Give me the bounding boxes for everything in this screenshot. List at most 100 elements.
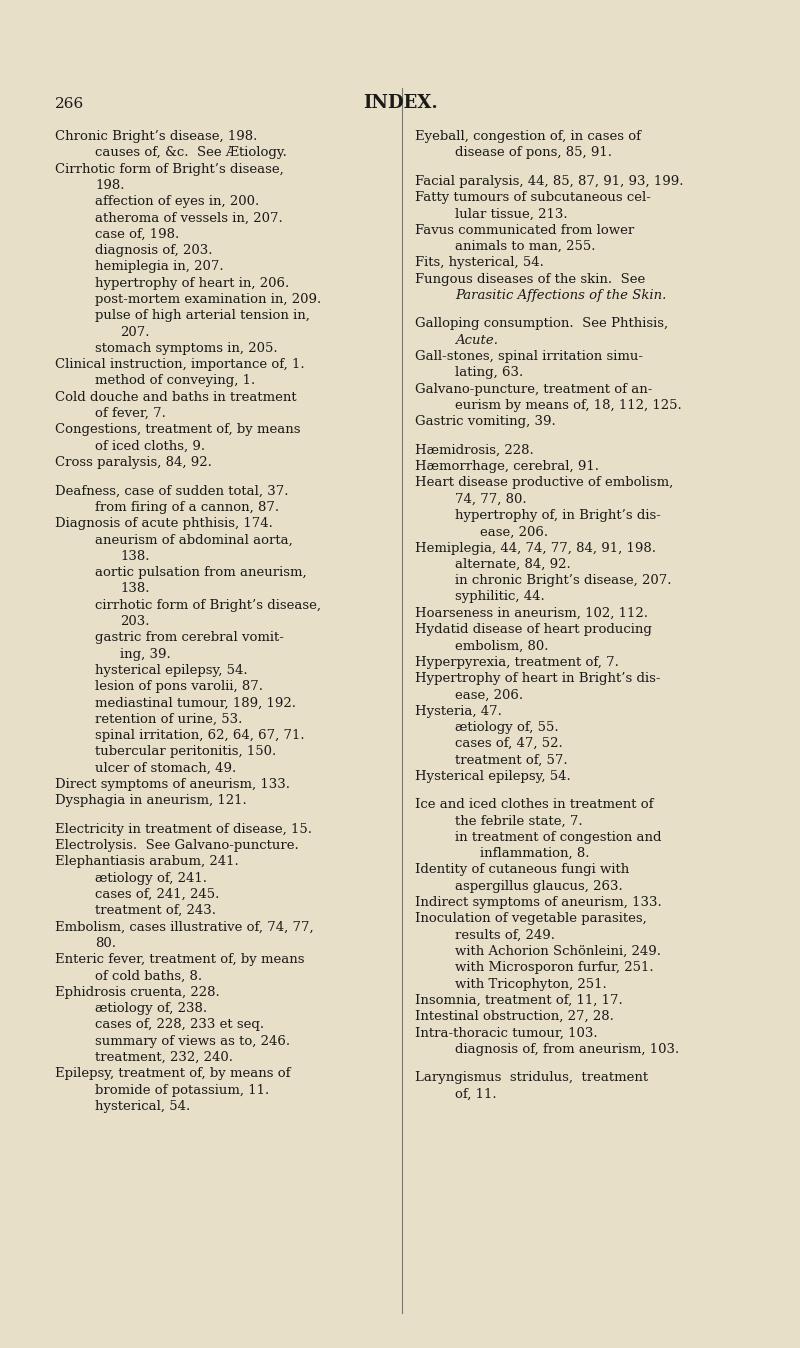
Text: Hydatid disease of heart producing: Hydatid disease of heart producing bbox=[415, 623, 652, 636]
Text: spinal irritation, 62, 64, 67, 71.: spinal irritation, 62, 64, 67, 71. bbox=[95, 729, 305, 741]
Text: alternate, 84, 92.: alternate, 84, 92. bbox=[455, 558, 570, 570]
Text: Fungous diseases of the skin.  See: Fungous diseases of the skin. See bbox=[415, 272, 646, 286]
Text: ease, 206.: ease, 206. bbox=[455, 689, 523, 701]
Text: Insomnia, treatment of, 11, 17.: Insomnia, treatment of, 11, 17. bbox=[415, 993, 622, 1007]
Text: Fits, hysterical, 54.: Fits, hysterical, 54. bbox=[415, 256, 544, 270]
Text: Deafness, case of sudden total, 37.: Deafness, case of sudden total, 37. bbox=[55, 484, 289, 497]
Text: Inoculation of vegetable parasites,: Inoculation of vegetable parasites, bbox=[415, 913, 646, 925]
Text: 207.: 207. bbox=[120, 326, 150, 338]
Text: Laryngismus  stridulus,  treatment: Laryngismus stridulus, treatment bbox=[415, 1072, 648, 1084]
Text: bromide of potassium, 11.: bromide of potassium, 11. bbox=[95, 1084, 270, 1096]
Text: lesion of pons varolii, 87.: lesion of pons varolii, 87. bbox=[95, 681, 263, 693]
Text: Elephantiasis arabum, 241.: Elephantiasis arabum, 241. bbox=[55, 856, 238, 868]
Text: pulse of high arterial tension in,: pulse of high arterial tension in, bbox=[95, 309, 310, 322]
Text: of fever, 7.: of fever, 7. bbox=[95, 407, 166, 421]
Text: disease of pons, 85, 91.: disease of pons, 85, 91. bbox=[455, 147, 612, 159]
Text: in chronic Bright’s disease, 207.: in chronic Bright’s disease, 207. bbox=[455, 574, 671, 588]
Text: of iced cloths, 9.: of iced cloths, 9. bbox=[95, 439, 205, 453]
Text: treatment of, 57.: treatment of, 57. bbox=[455, 754, 568, 767]
Text: Eyeball, congestion of, in cases of: Eyeball, congestion of, in cases of bbox=[415, 129, 641, 143]
Text: results of, 249.: results of, 249. bbox=[455, 929, 555, 942]
Text: Electrolysis.  See Galvano-puncture.: Electrolysis. See Galvano-puncture. bbox=[55, 838, 298, 852]
Text: Cirrhotic form of Bright’s disease,: Cirrhotic form of Bright’s disease, bbox=[55, 163, 284, 175]
Text: gastric from cerebral vomit-: gastric from cerebral vomit- bbox=[95, 631, 284, 644]
Text: ætiology of, 55.: ætiology of, 55. bbox=[455, 721, 558, 733]
Text: with Tricophyton, 251.: with Tricophyton, 251. bbox=[455, 977, 606, 991]
Text: Epilepsy, treatment of, by means of: Epilepsy, treatment of, by means of bbox=[55, 1068, 290, 1080]
Text: treatment, 232, 240.: treatment, 232, 240. bbox=[95, 1051, 233, 1064]
Text: aspergillus glaucus, 263.: aspergillus glaucus, 263. bbox=[455, 880, 622, 892]
Text: Intestinal obstruction, 27, 28.: Intestinal obstruction, 27, 28. bbox=[415, 1010, 614, 1023]
Text: lating, 63.: lating, 63. bbox=[455, 367, 523, 379]
Text: Direct symptoms of aneurism, 133.: Direct symptoms of aneurism, 133. bbox=[55, 778, 290, 791]
Text: diagnosis of, from aneurism, 103.: diagnosis of, from aneurism, 103. bbox=[455, 1043, 679, 1055]
Text: summary of views as to, 246.: summary of views as to, 246. bbox=[95, 1035, 290, 1047]
Text: diagnosis of, 203.: diagnosis of, 203. bbox=[95, 244, 213, 257]
Text: 138.: 138. bbox=[120, 582, 150, 596]
Text: 74, 77, 80.: 74, 77, 80. bbox=[455, 492, 526, 506]
Text: lular tissue, 213.: lular tissue, 213. bbox=[455, 208, 568, 221]
Text: cases of, 47, 52.: cases of, 47, 52. bbox=[455, 737, 562, 751]
Text: Hæmorrhage, cerebral, 91.: Hæmorrhage, cerebral, 91. bbox=[415, 460, 599, 473]
Text: Hoarseness in aneurism, 102, 112.: Hoarseness in aneurism, 102, 112. bbox=[415, 607, 648, 620]
Text: Diagnosis of acute phthisis, 174.: Diagnosis of acute phthisis, 174. bbox=[55, 518, 273, 530]
Text: ulcer of stomach, 49.: ulcer of stomach, 49. bbox=[95, 762, 236, 775]
Text: aortic pulsation from aneurism,: aortic pulsation from aneurism, bbox=[95, 566, 306, 580]
Text: hysterical epilepsy, 54.: hysterical epilepsy, 54. bbox=[95, 663, 248, 677]
Text: inflammation, 8.: inflammation, 8. bbox=[480, 847, 590, 860]
Text: Fatty tumours of subcutaneous cel-: Fatty tumours of subcutaneous cel- bbox=[415, 191, 651, 204]
Text: Galloping consumption.  See Phthisis,: Galloping consumption. See Phthisis, bbox=[415, 317, 668, 330]
Text: Hæmidrosis, 228.: Hæmidrosis, 228. bbox=[415, 443, 534, 457]
Text: from firing of a cannon, 87.: from firing of a cannon, 87. bbox=[95, 501, 279, 514]
Text: aneurism of abdominal aorta,: aneurism of abdominal aorta, bbox=[95, 534, 293, 546]
Text: Facial paralysis, 44, 85, 87, 91, 93, 199.: Facial paralysis, 44, 85, 87, 91, 93, 19… bbox=[415, 175, 683, 187]
Text: Gall-stones, spinal irritation simu-: Gall-stones, spinal irritation simu- bbox=[415, 350, 643, 363]
Text: cirrhotic form of Bright’s disease,: cirrhotic form of Bright’s disease, bbox=[95, 599, 321, 612]
Text: of cold baths, 8.: of cold baths, 8. bbox=[95, 969, 202, 983]
Text: Indirect symptoms of aneurism, 133.: Indirect symptoms of aneurism, 133. bbox=[415, 896, 662, 909]
Text: 266: 266 bbox=[55, 97, 84, 111]
Text: hypertrophy of heart in, 206.: hypertrophy of heart in, 206. bbox=[95, 276, 290, 290]
Text: syphilitic, 44.: syphilitic, 44. bbox=[455, 590, 545, 604]
Text: Cross paralysis, 84, 92.: Cross paralysis, 84, 92. bbox=[55, 456, 212, 469]
Text: Hyperpyrexia, treatment of, 7.: Hyperpyrexia, treatment of, 7. bbox=[415, 655, 619, 669]
Text: Clinical instruction, importance of, 1.: Clinical instruction, importance of, 1. bbox=[55, 359, 305, 371]
Text: Electricity in treatment of disease, 15.: Electricity in treatment of disease, 15. bbox=[55, 822, 312, 836]
Text: Cold douche and baths in treatment: Cold douche and baths in treatment bbox=[55, 391, 297, 404]
Text: hysterical, 54.: hysterical, 54. bbox=[95, 1100, 190, 1113]
Text: hemiplegia in, 207.: hemiplegia in, 207. bbox=[95, 260, 224, 274]
Text: Congestions, treatment of, by means: Congestions, treatment of, by means bbox=[55, 423, 301, 437]
Text: in treatment of congestion and: in treatment of congestion and bbox=[455, 830, 662, 844]
Text: Parasitic Affections of the Skin.: Parasitic Affections of the Skin. bbox=[455, 288, 666, 302]
Text: cases of, 228, 233 et seq.: cases of, 228, 233 et seq. bbox=[95, 1018, 264, 1031]
Text: Favus communicated from lower: Favus communicated from lower bbox=[415, 224, 634, 237]
Text: stomach symptoms in, 205.: stomach symptoms in, 205. bbox=[95, 342, 278, 355]
Text: ing, 39.: ing, 39. bbox=[120, 647, 170, 661]
Text: 198.: 198. bbox=[95, 179, 125, 191]
Text: Ice and iced clothes in treatment of: Ice and iced clothes in treatment of bbox=[415, 798, 654, 811]
Text: Hypertrophy of heart in Bright’s dis-: Hypertrophy of heart in Bright’s dis- bbox=[415, 671, 661, 685]
Text: cases of, 241, 245.: cases of, 241, 245. bbox=[95, 888, 219, 900]
Text: Heart disease productive of embolism,: Heart disease productive of embolism, bbox=[415, 476, 674, 489]
Text: Galvano-puncture, treatment of an-: Galvano-puncture, treatment of an- bbox=[415, 383, 652, 396]
Text: Gastric vomiting, 39.: Gastric vomiting, 39. bbox=[415, 415, 556, 429]
Text: atheroma of vessels in, 207.: atheroma of vessels in, 207. bbox=[95, 212, 282, 225]
Text: post-mortem examination in, 209.: post-mortem examination in, 209. bbox=[95, 293, 322, 306]
Text: with Achorion Schönleini, 249.: with Achorion Schönleini, 249. bbox=[455, 945, 661, 958]
Text: Hysteria, 47.: Hysteria, 47. bbox=[415, 705, 502, 717]
Text: ætiology of, 241.: ætiology of, 241. bbox=[95, 872, 207, 884]
Text: Chronic Bright’s disease, 198.: Chronic Bright’s disease, 198. bbox=[55, 129, 258, 143]
Text: Enteric fever, treatment of, by means: Enteric fever, treatment of, by means bbox=[55, 953, 305, 967]
Text: treatment of, 243.: treatment of, 243. bbox=[95, 905, 216, 917]
Text: Dysphagia in aneurism, 121.: Dysphagia in aneurism, 121. bbox=[55, 794, 246, 807]
Text: causes of, &c.  See Ætiology.: causes of, &c. See Ætiology. bbox=[95, 147, 287, 159]
Text: Intra-thoracic tumour, 103.: Intra-thoracic tumour, 103. bbox=[415, 1026, 598, 1039]
Text: case of, 198.: case of, 198. bbox=[95, 228, 179, 241]
Text: eurism by means of, 18, 112, 125.: eurism by means of, 18, 112, 125. bbox=[455, 399, 682, 412]
Text: embolism, 80.: embolism, 80. bbox=[455, 639, 549, 652]
Text: Hysterical epilepsy, 54.: Hysterical epilepsy, 54. bbox=[415, 770, 570, 783]
Text: Hemiplegia, 44, 74, 77, 84, 91, 198.: Hemiplegia, 44, 74, 77, 84, 91, 198. bbox=[415, 542, 656, 554]
Text: hypertrophy of, in Bright’s dis-: hypertrophy of, in Bright’s dis- bbox=[455, 510, 661, 522]
Text: method of conveying, 1.: method of conveying, 1. bbox=[95, 375, 255, 387]
Text: Acute.: Acute. bbox=[455, 334, 498, 346]
